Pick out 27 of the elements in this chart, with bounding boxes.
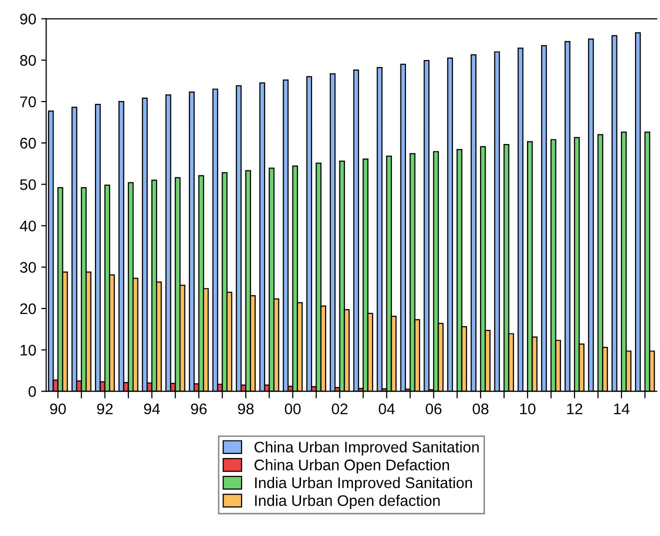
y-tick-label: 70 xyxy=(20,96,36,108)
y-tick-label: 30 xyxy=(20,262,36,273)
x-tick-label: 94 xyxy=(144,403,160,414)
x-tick-label: 14 xyxy=(614,404,630,414)
legend-label: China Urban Open Defaction xyxy=(254,459,449,474)
y-tick-label: 60 xyxy=(20,138,36,149)
x-tick-label: 02 xyxy=(332,403,348,414)
x-tick-label: 12 xyxy=(567,403,582,414)
x-tick-label: 92 xyxy=(97,403,113,414)
y-tick-label: 20 xyxy=(20,303,36,314)
y-tick-label: 90 xyxy=(20,14,36,24)
x-tick-label: 06 xyxy=(426,403,442,414)
y-tick-label: 50 xyxy=(20,179,36,190)
x-tick-label: 98 xyxy=(238,403,254,414)
legend-label: India Urban Improved Sanitation xyxy=(255,476,472,492)
x-tick-label: 10 xyxy=(520,403,536,414)
x-tick-label: 00 xyxy=(284,403,301,414)
y-tick-label: 10 xyxy=(20,344,36,356)
y-tick-label: 40 xyxy=(20,220,36,232)
x-tick-label: 90 xyxy=(50,403,66,414)
x-tick-label: 08 xyxy=(472,403,488,414)
x-tick-label: 96 xyxy=(191,403,207,414)
y-tick-label: 0 xyxy=(28,386,36,397)
y-tick-label: 80 xyxy=(20,55,36,66)
legend-label: India Urban Open defaction xyxy=(255,494,440,510)
x-tick-label: 04 xyxy=(378,403,395,414)
legend-label: China Urban Improved Sanitation xyxy=(254,441,479,456)
